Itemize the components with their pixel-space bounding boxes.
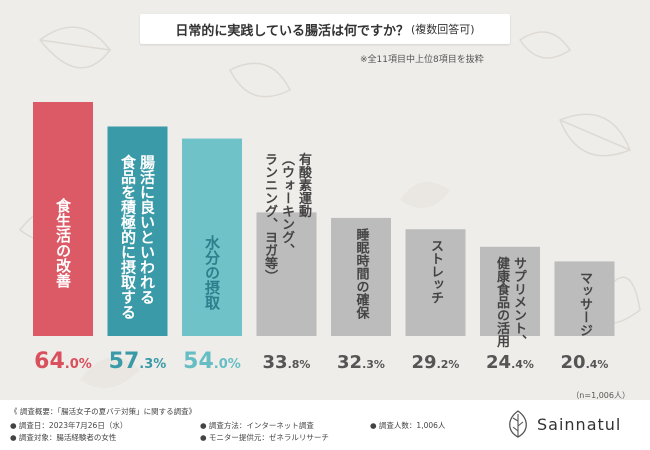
bar-6	[405, 229, 466, 336]
survey-method: ● 調査方法：インターネット調査	[200, 421, 314, 430]
bar-2	[107, 126, 168, 336]
leaf-logo-icon	[509, 410, 527, 438]
survey-date: ● 調査日：2023年7月26日（水）	[10, 421, 128, 430]
monitor-provider: ● モニター提供元：ゼネラルリサーチ	[200, 433, 329, 442]
category-label-8-line-1: マッサージ	[577, 271, 593, 336]
value-label-4: 33.8%	[263, 352, 311, 373]
brand-name: Sainnatul	[537, 414, 622, 434]
survey-target: ● 調査対象：腸活経験者の女性	[10, 433, 117, 442]
survey-overview: 《 調査概要：「腸活女子の夏バテ対策」に関する調査》	[10, 407, 197, 416]
value-label-8: 20.4%	[561, 352, 609, 373]
category-label-7-line-1: サプリメント、	[511, 257, 527, 348]
category-label-5-line-1: 睡眠時間の確保	[354, 227, 371, 320]
bar-7	[480, 246, 540, 336]
category-label-4-line-2: （ウォーキング、	[279, 152, 296, 256]
category-label-7-line-2: 健康食品の活用	[494, 256, 511, 349]
survey-count: ● 調査人数：1,006人	[370, 421, 446, 430]
category-label-3-line-1: 水分の摂取	[203, 234, 221, 311]
category-label-1-line-1: 食生活の改善	[54, 197, 72, 288]
bar-1	[33, 102, 93, 336]
category-label-4-line-1: 有酸素運動	[296, 152, 312, 219]
brand-logo: Sainnatul	[505, 409, 621, 439]
category-label-6-line-1: ストレッチ	[428, 239, 443, 304]
bar-5	[331, 217, 391, 336]
value-label-3: 54.0%	[183, 349, 241, 374]
value-label-2: 57.3%	[109, 349, 167, 374]
chart-title-box: 日常的に実践している腸活は何ですか？ (複数回答可)	[140, 14, 510, 44]
chart-title: 日常的に実践している腸活は何ですか？	[175, 23, 410, 39]
bar-4	[256, 212, 317, 336]
chart-title-suffix: (複数回答可)	[411, 23, 475, 36]
excerpt-note: ※全11項目中上位8項目を抜粋	[360, 55, 484, 65]
survey-footer: 《 調査概要：「腸活女子の夏バテ対策」に関する調査》 ● 調査日：2023年7月…	[0, 400, 650, 450]
value-label-6: 29.2%	[412, 352, 460, 373]
value-label-1: 64.0%	[34, 349, 92, 374]
value-label-5: 32.3%	[337, 352, 385, 373]
category-label-2-line-1: 腸活に良いといわれる	[138, 154, 156, 304]
bar-8	[554, 261, 615, 336]
sample-size-label: （n=1,006人）	[571, 391, 630, 400]
value-label-7: 24.4%	[486, 352, 534, 373]
category-label-2-line-2: 食品を積極的に摂取する	[119, 154, 137, 320]
bar-3	[182, 138, 242, 336]
category-label-4-line-3: ランニング、ヨガ等）	[262, 152, 279, 282]
